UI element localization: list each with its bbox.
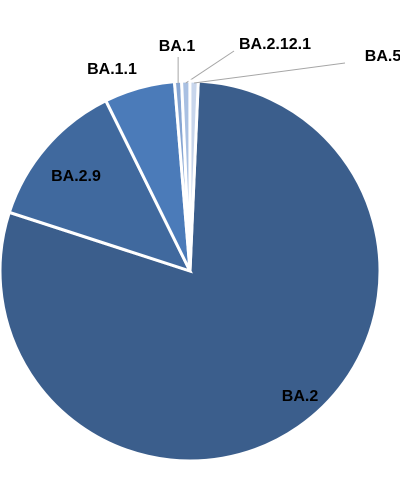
slice-label: BA.1: [159, 38, 196, 55]
pie-slice: [7, 98, 193, 274]
slice-label: BA.2.9: [51, 168, 101, 185]
slice-label: BA.2.12.1: [239, 36, 311, 53]
pie-slice: [188, 79, 200, 272]
leader-line: [194, 62, 346, 84]
slice-label: BA.1.1: [87, 61, 137, 78]
leader-line: [185, 50, 235, 84]
slice-label: BA.2: [282, 388, 319, 405]
slice-label: BA.5: [365, 48, 400, 65]
